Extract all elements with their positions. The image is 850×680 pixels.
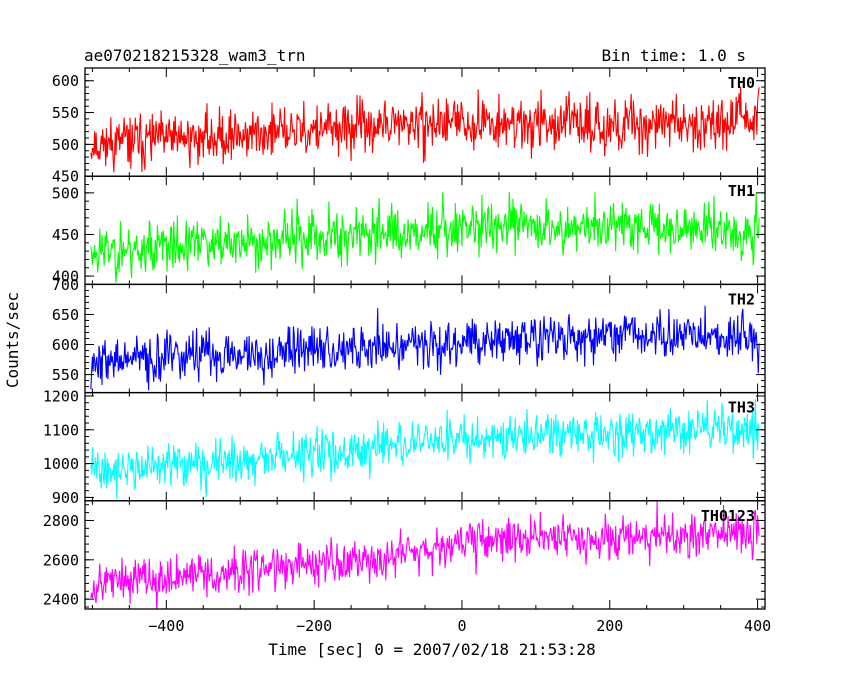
panel-label-th0: TH0 (728, 74, 755, 92)
y-tick-label: 650 (52, 306, 79, 324)
panel-label-th3: TH3 (728, 399, 755, 417)
y-tick-label: 500 (52, 136, 79, 154)
y-tick-label: 1100 (43, 421, 79, 439)
series-line-th0 (90, 86, 760, 173)
y-tick-label: 500 (52, 184, 79, 202)
y-tick-label: 1200 (43, 387, 79, 405)
y-tick-label: 2400 (43, 591, 79, 609)
y-tick-label: 550 (52, 104, 79, 122)
panel-th0: 450 500 550 600 TH0 (52, 67, 766, 186)
y-tick-label: 1000 (43, 455, 79, 473)
y-tick-label: 2600 (43, 551, 79, 569)
bin-time-label: Bin time: 1.0 s (602, 46, 747, 65)
x-axis-label: Time [sec] 0 = 2007/02/18 21:53:28 (268, 640, 596, 659)
panel-th1: 400 450 500 TH1 (52, 175, 766, 286)
panel-th0123: 2400 2600 2800 TH0123 (43, 500, 766, 610)
y-tick-label: 450 (52, 226, 79, 244)
x-tick-label: 400 (744, 617, 771, 635)
y-axis-label: Counts/sec (3, 292, 22, 388)
x-tick-label: −200 (296, 617, 332, 635)
y-tick-label: 450 (52, 168, 79, 186)
panel-label-th1: TH1 (728, 182, 755, 200)
y-tick-label: 700 (52, 276, 79, 294)
panel-label-th2: TH2 (728, 290, 755, 308)
series-line-th1 (90, 191, 760, 283)
panel-label-th0123: TH0123 (701, 507, 755, 525)
series-line-th3 (90, 399, 760, 500)
chart-title: ae070218215328_wam3_trn (84, 46, 306, 65)
y-tick-label: 550 (52, 366, 79, 384)
series-line-th2 (90, 305, 760, 391)
x-tick-label: 0 (457, 617, 466, 635)
series-line-th0123 (90, 500, 760, 609)
x-axis: −400 −200 0 200 400 (148, 617, 771, 635)
panel-th2: 550 600 650 700 TH2 (52, 276, 766, 394)
panel-th3: 900 1000 1100 1200 TH3 (43, 387, 766, 507)
y-tick-label: 2800 (43, 512, 79, 530)
x-tick-label: 200 (596, 617, 623, 635)
y-tick-label: 600 (52, 336, 79, 354)
y-tick-label: 400 (52, 268, 79, 286)
x-tick-label: −400 (148, 617, 184, 635)
y-tick-label: 900 (52, 489, 79, 507)
panel-frame (84, 391, 766, 502)
y-tick-label: 600 (52, 72, 79, 90)
